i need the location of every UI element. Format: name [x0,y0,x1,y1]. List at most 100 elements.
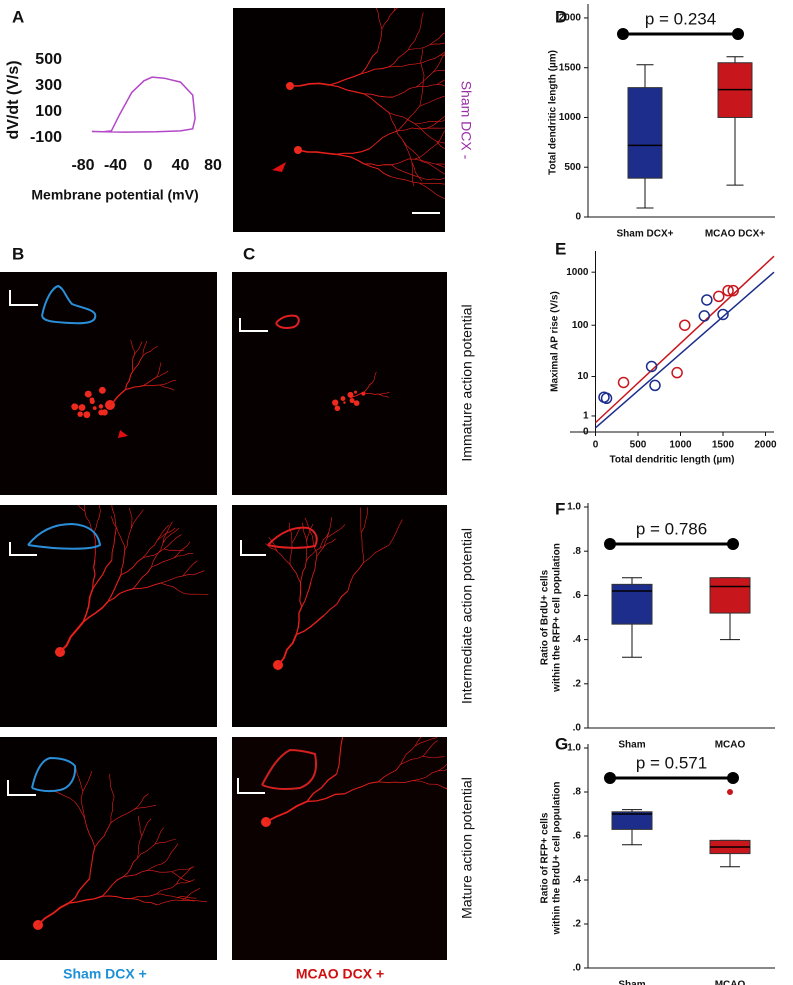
soma [343,401,346,404]
row-label: Mature action potential [459,777,475,919]
neurite [397,105,421,132]
box [611,811,653,830]
panel-label: E [555,239,566,258]
neurite [137,816,143,836]
neurite [265,543,278,552]
neurite [392,86,417,98]
neurite [101,876,124,897]
neurite [391,158,415,166]
neurite [361,66,389,75]
neurite [98,505,101,511]
neurite [128,507,133,529]
y-tick-label: .2 [573,678,582,689]
row-label: Immature action potential [459,304,475,461]
significance-end [727,538,739,550]
micrograph [0,272,217,495]
neurite [120,550,126,575]
neurite [412,770,439,781]
data-point [698,310,711,322]
y-tick-label: 500 [35,51,62,68]
neurite [182,570,205,577]
neurite [429,32,445,45]
neurite [364,163,391,177]
neurite [363,544,390,563]
neurite [89,847,96,879]
neurite [300,561,307,583]
micrograph [0,505,217,727]
soma [83,411,91,419]
neurite [335,153,365,165]
neurite [378,392,390,395]
neurite [306,524,314,541]
neurite [381,10,395,30]
neurite [412,780,445,789]
neurite [419,74,425,107]
neurite [82,601,109,623]
y-tick-label: 500 [564,162,581,173]
neuron-group [332,371,390,412]
neurite [329,84,365,95]
y-tick-label: 1 [583,411,589,422]
neuron-group [33,767,208,930]
neurite [123,869,148,877]
y-tick-label: 1.0 [567,743,581,754]
neurite [419,12,424,31]
soma [349,398,355,404]
soma [89,399,95,405]
neurite [92,559,96,589]
panel-label: B [12,244,24,263]
scale-bar [7,780,36,796]
y-tick-label: .0 [573,963,582,974]
data-point [600,392,613,405]
y-tick-label: .2 [573,919,582,930]
significance-end [617,28,629,40]
neuron-group [71,339,176,419]
neurite [360,507,368,534]
data-point [671,366,683,379]
neurite [378,764,401,783]
neurite [151,557,174,568]
significance-end [604,538,616,550]
neurite [268,537,278,552]
y-tick-label: .8 [573,787,582,798]
x-tick-label: 40 [172,157,190,174]
neurite [323,590,349,616]
neurite [363,392,379,395]
neurite [421,161,445,175]
neurite [443,197,445,200]
data-point [679,319,691,331]
x-tick-label: MCAO [715,980,746,985]
neurite [277,634,298,666]
neurite [433,130,445,147]
neurite [414,123,437,142]
micrographs [0,8,447,960]
inset-trace [261,748,318,790]
neurite [438,769,447,772]
neurite [162,521,173,544]
neurite [415,54,441,65]
neurite [132,355,144,372]
neurite [440,177,445,180]
p-value: p = 0.571 [636,753,707,772]
phase-plot-line [91,76,196,133]
neurite [369,130,398,149]
neurite [415,84,438,88]
neurite [349,392,365,399]
neurite [336,737,344,775]
neurite [82,770,93,792]
neurite [430,42,445,45]
soma [98,386,106,394]
neuron-group [286,8,445,200]
neurite [435,163,445,168]
scale-bar [239,318,268,332]
neurite [84,818,96,848]
neurite [288,522,293,544]
data-point [617,376,630,389]
neurite [422,756,445,759]
neurite [130,893,157,900]
neurite [182,560,198,577]
neurite [125,371,134,390]
neurite [142,548,165,559]
neurite [156,893,178,898]
neurite [157,524,170,541]
